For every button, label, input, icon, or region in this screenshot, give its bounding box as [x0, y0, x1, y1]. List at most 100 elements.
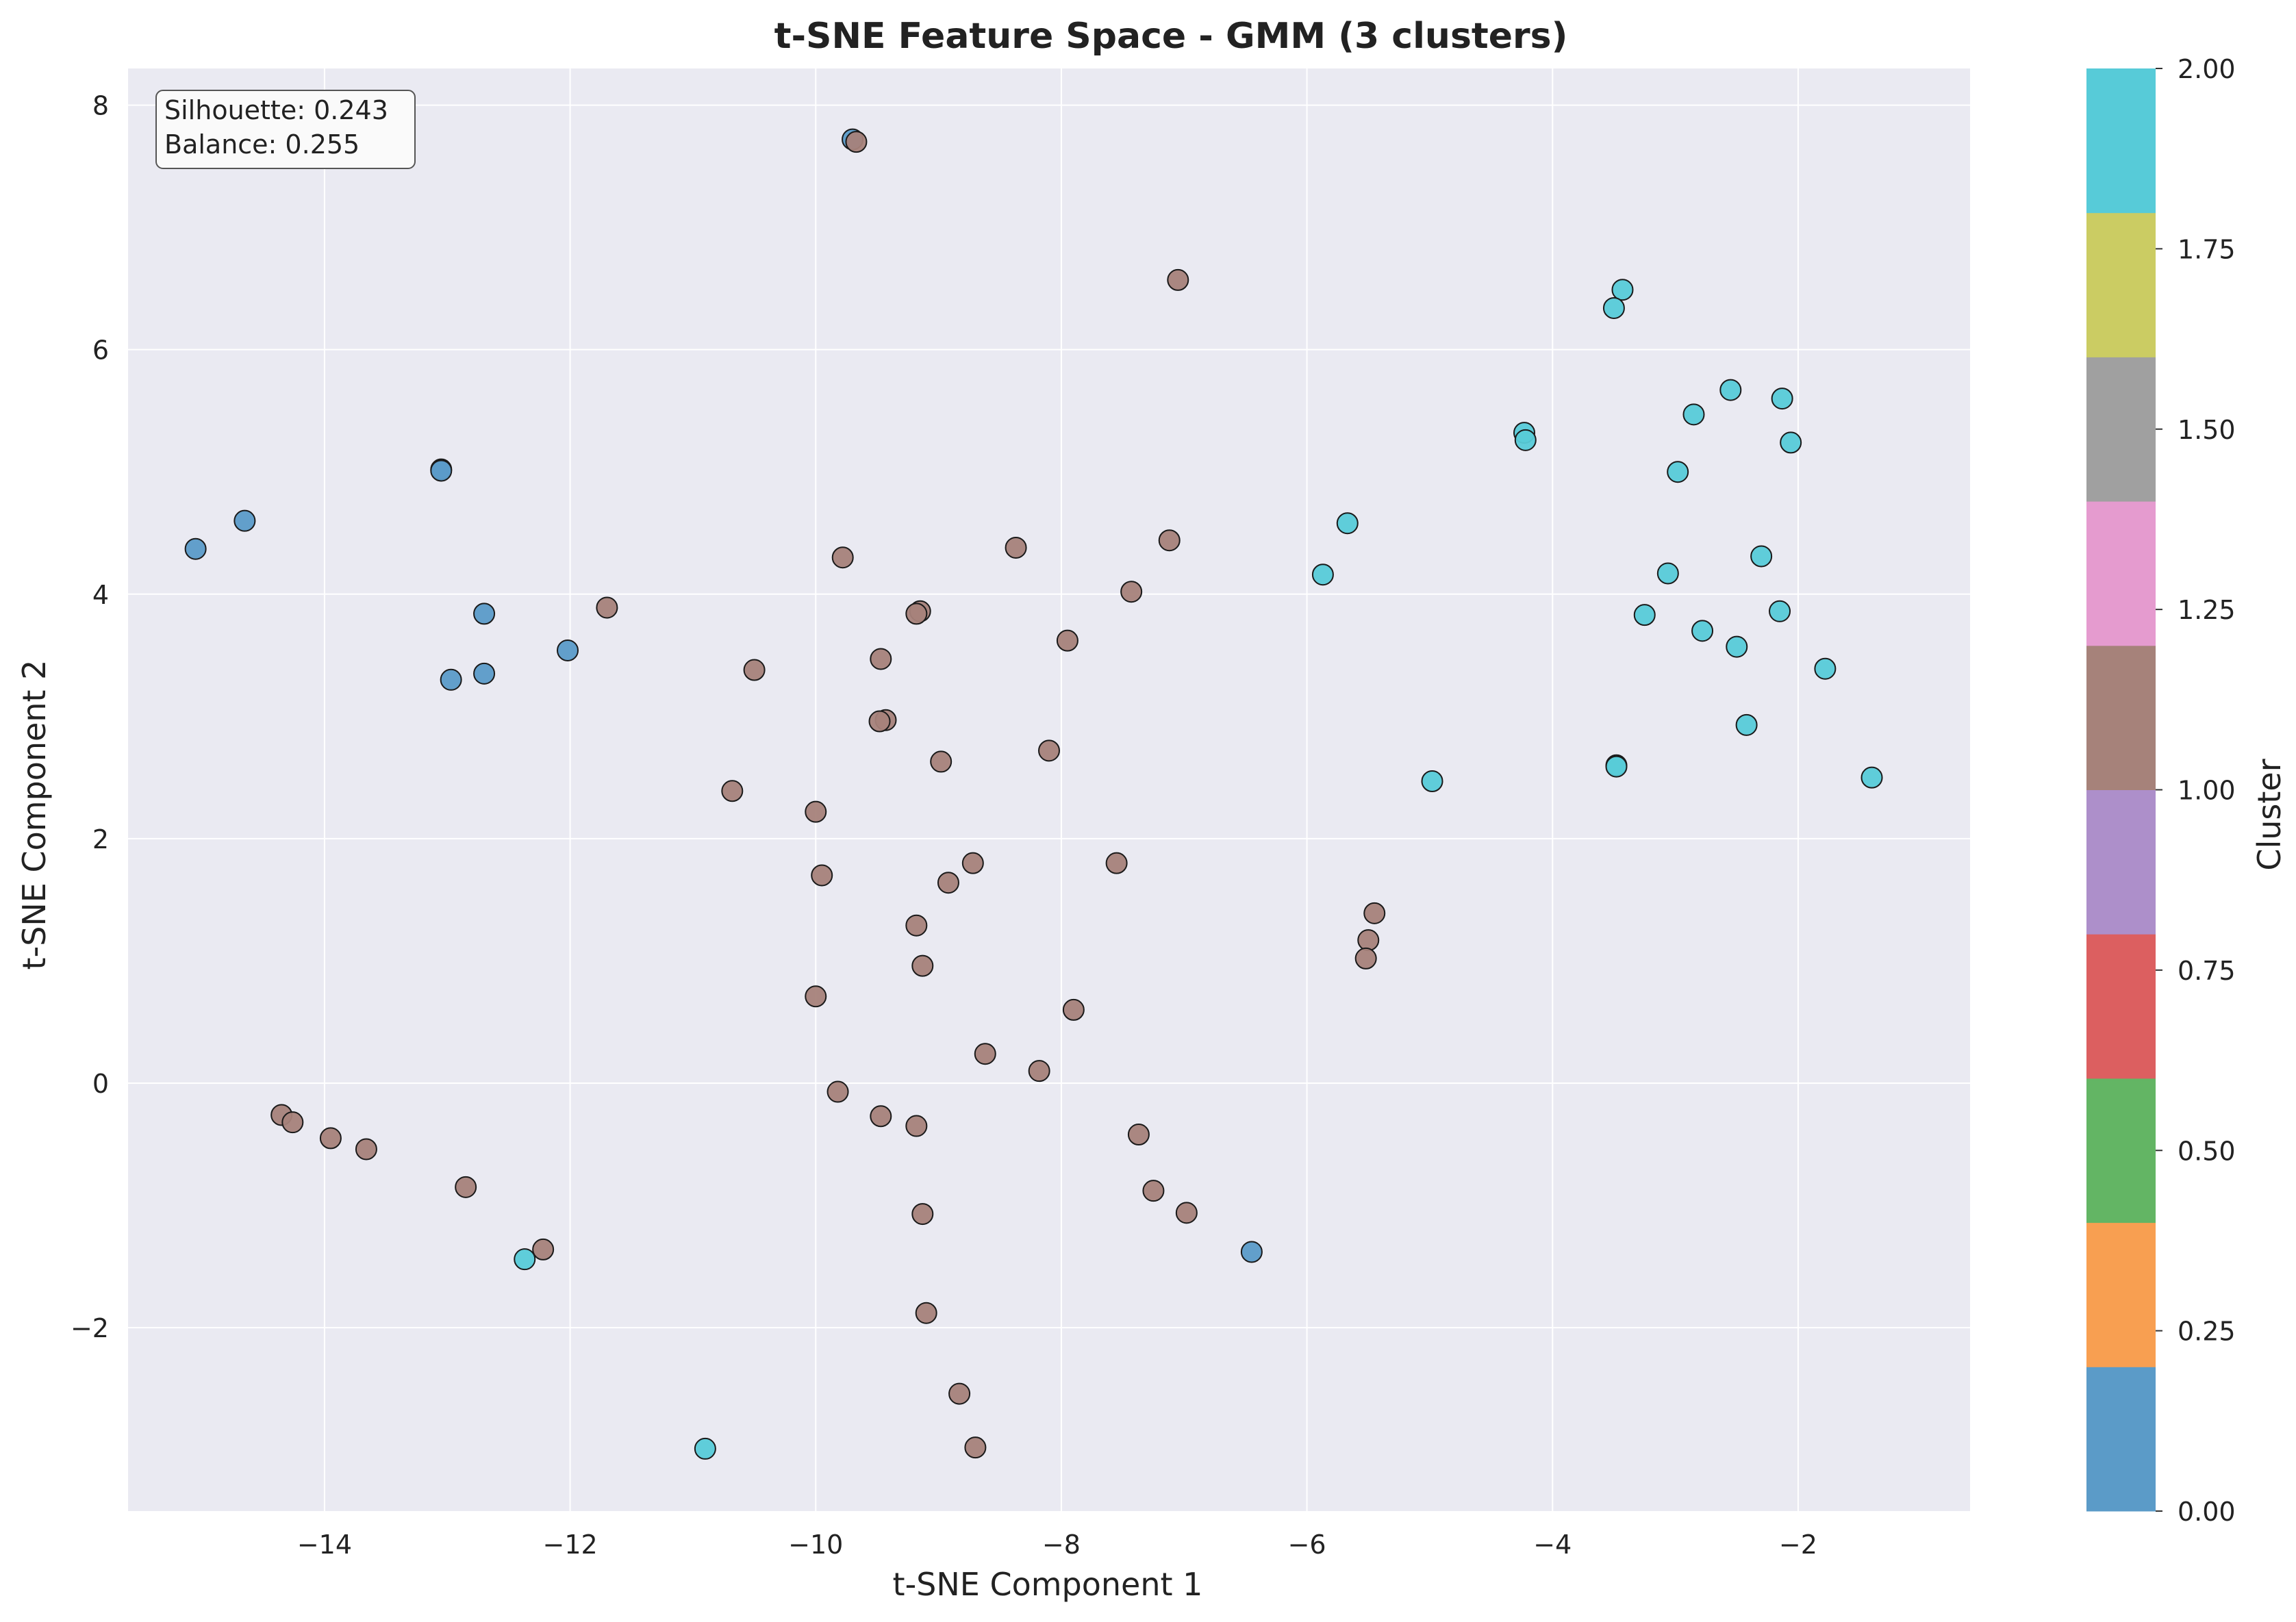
- axis-ticks: −14 −12 −10 −8 −6 −4 −2 −2 0 2 4 6 8: [71, 91, 1817, 1560]
- data-point-cluster-1: [831, 546, 854, 569]
- y-tick-label: 2: [92, 824, 109, 854]
- plot-area: [128, 68, 1970, 1511]
- data-point-cluster-2: [1656, 562, 1679, 585]
- data-point-cluster-1: [948, 1382, 971, 1405]
- colorbar-band: [2086, 934, 2156, 1079]
- data-point-cluster-0: [473, 603, 496, 625]
- data-point-cluster-1: [974, 1043, 996, 1065]
- data-point-cluster-0: [440, 668, 462, 691]
- x-tick-label: −12: [542, 1530, 597, 1560]
- y-tick-label: 6: [92, 335, 109, 366]
- data-point-cluster-1: [905, 1115, 928, 1137]
- data-point-cluster-2: [514, 1248, 536, 1271]
- colorbar-band: [2086, 1367, 2156, 1512]
- data-point-cluster-1: [1175, 1202, 1198, 1224]
- data-point-cluster-2: [1719, 379, 1742, 401]
- data-point-cluster-1: [1028, 1060, 1050, 1082]
- colorbar-band: [2086, 789, 2156, 935]
- x-tick-label: −6: [1288, 1530, 1326, 1560]
- data-point-cluster-2: [1735, 713, 1758, 736]
- metrics-annotation: Silhouette: 0.243 Balance: 0.255: [155, 90, 416, 169]
- annotation-box: [155, 90, 416, 169]
- x-tick-label: −14: [297, 1530, 352, 1560]
- data-point-cluster-1: [911, 1203, 934, 1226]
- data-point-cluster-1: [937, 872, 959, 894]
- data-point-cluster-1: [455, 1176, 477, 1198]
- data-point-cluster-0: [430, 459, 453, 482]
- colorbar-band: [2086, 1222, 2156, 1367]
- data-point-cluster-1: [1354, 947, 1377, 970]
- y-axis-label: t-SNE Component 2: [16, 660, 53, 970]
- data-point-cluster-1: [961, 852, 984, 874]
- colorbar-tick-label: 0.75: [2178, 956, 2236, 986]
- colorbar-tick-label: 1.00: [2178, 776, 2236, 806]
- data-point-cluster-1: [1363, 902, 1386, 924]
- x-axis-label: t-SNE Component 1: [893, 1566, 1203, 1603]
- y-tick-label: 0: [92, 1069, 109, 1099]
- colorbar-band: [2086, 68, 2156, 214]
- data-point-cluster-1: [1005, 536, 1027, 559]
- data-point-cluster-1: [905, 603, 928, 625]
- colorbar: 0.00 0.25 0.50 0.75 1.00 1.25 1.50 1.75 2.00: [2086, 54, 2236, 1527]
- data-point-cluster-2: [1514, 429, 1537, 451]
- data-point-cluster-1: [868, 710, 891, 733]
- data-point-cluster-2: [1633, 604, 1656, 626]
- x-tick-label: −8: [1042, 1530, 1081, 1560]
- data-point-cluster-1: [532, 1238, 555, 1260]
- data-point-cluster-2: [1771, 388, 1793, 410]
- data-point-cluster-2: [1780, 431, 1802, 454]
- x-tick-label: −4: [1533, 1530, 1572, 1560]
- grid-lines: [128, 68, 1970, 1511]
- x-tick-label: −10: [788, 1530, 843, 1560]
- data-point-cluster-1: [827, 1080, 849, 1103]
- data-point-cluster-1: [355, 1138, 377, 1161]
- data-point-cluster-1: [811, 864, 833, 887]
- colorbar-band: [2086, 645, 2156, 790]
- data-point-cluster-1: [1142, 1180, 1165, 1202]
- data-point-cluster-1: [870, 648, 892, 670]
- data-point-cluster-1: [1105, 852, 1128, 874]
- data-point-cluster-2: [1769, 600, 1791, 622]
- data-point-cluster-2: [1421, 770, 1443, 793]
- colorbar-tick-label: 1.25: [2178, 595, 2236, 625]
- data-point-cluster-1: [319, 1127, 342, 1150]
- data-point-cluster-2: [1611, 279, 1634, 301]
- data-point-cluster-1: [1127, 1124, 1150, 1146]
- data-point-cluster-1: [845, 131, 868, 153]
- data-point-cluster-1: [911, 954, 934, 977]
- colorbar-band: [2086, 501, 2156, 646]
- data-point-cluster-1: [1357, 929, 1380, 952]
- data-point-cluster-1: [930, 750, 953, 773]
- data-point-cluster-2: [1602, 296, 1625, 319]
- data-point-cluster-1: [1158, 529, 1181, 552]
- y-tick-label: 8: [92, 91, 109, 121]
- balance-text: Balance: 0.255: [164, 129, 359, 160]
- data-point-cluster-2: [1750, 545, 1773, 568]
- colorbar-tick-label: 1.50: [2178, 415, 2236, 445]
- data-point-cluster-1: [805, 800, 827, 823]
- data-point-cluster-2: [1336, 512, 1359, 535]
- data-point-cluster-2: [1726, 635, 1748, 658]
- data-point-cluster-1: [721, 780, 744, 802]
- colorbar-tick-label: 0.00: [2178, 1497, 2236, 1527]
- data-point-cluster-1: [1038, 739, 1060, 762]
- y-tick-label: −2: [71, 1313, 109, 1343]
- colorbar-band: [2086, 212, 2156, 357]
- data-point-cluster-2: [1311, 563, 1334, 586]
- data-point-cluster-0: [1240, 1241, 1263, 1263]
- data-point-cluster-2: [1605, 755, 1628, 778]
- data-point-cluster-2: [1814, 657, 1837, 680]
- colorbar-tick-label: 0.50: [2178, 1136, 2236, 1166]
- data-point-cluster-1: [281, 1111, 304, 1134]
- colorbar-tick-label: 2.00: [2178, 54, 2236, 84]
- silhouette-text: Silhouette: 0.243: [164, 95, 388, 125]
- data-point-cluster-1: [1062, 998, 1085, 1021]
- data-point-cluster-1: [1120, 581, 1143, 603]
- data-point-cluster-1: [905, 914, 928, 937]
- data-point-cluster-0: [184, 537, 207, 560]
- data-point-cluster-2: [1860, 766, 1883, 789]
- data-point-cluster-0: [473, 662, 496, 685]
- data-point-cluster-1: [1056, 629, 1078, 652]
- data-point-cluster-0: [557, 639, 579, 661]
